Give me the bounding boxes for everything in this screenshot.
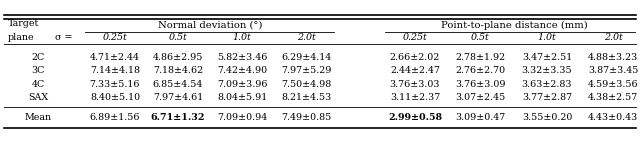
Text: 4.59±3.56: 4.59±3.56: [588, 80, 638, 88]
Text: 0.25t: 0.25t: [403, 34, 428, 43]
Text: 6.89±1.56: 6.89±1.56: [90, 112, 140, 121]
Text: plane: plane: [8, 32, 35, 41]
Text: 7.14±4.18: 7.14±4.18: [90, 66, 140, 75]
Text: 7.42±4.90: 7.42±4.90: [217, 66, 267, 75]
Text: 7.09±3.96: 7.09±3.96: [217, 80, 268, 88]
Text: 6.29±4.14: 6.29±4.14: [281, 52, 331, 62]
Text: 2.0t: 2.0t: [296, 34, 316, 43]
Text: 3.63±2.83: 3.63±2.83: [522, 80, 572, 88]
Text: 7.97±4.61: 7.97±4.61: [153, 93, 203, 102]
Text: 1.0t: 1.0t: [538, 34, 556, 43]
Text: 3.55±0.20: 3.55±0.20: [522, 112, 572, 121]
Text: 7.49±0.85: 7.49±0.85: [281, 112, 331, 121]
Text: 7.09±0.94: 7.09±0.94: [217, 112, 267, 121]
Text: 2.76±2.70: 2.76±2.70: [455, 66, 505, 75]
Text: 0.5t: 0.5t: [168, 34, 188, 43]
Text: 2.78±1.92: 2.78±1.92: [455, 52, 505, 62]
Text: Normal deviation (°): Normal deviation (°): [158, 21, 263, 30]
Text: 3.47±2.51: 3.47±2.51: [522, 52, 572, 62]
Text: 0.25t: 0.25t: [102, 34, 127, 43]
Text: 3.76±3.09: 3.76±3.09: [455, 80, 505, 88]
Text: 3.77±2.87: 3.77±2.87: [522, 93, 572, 102]
Text: 3.32±3.35: 3.32±3.35: [522, 66, 572, 75]
Text: 7.50±4.98: 7.50±4.98: [281, 80, 331, 88]
Text: 8.21±4.53: 8.21±4.53: [281, 93, 331, 102]
Text: 3C: 3C: [31, 66, 45, 75]
Text: 6.85±4.54: 6.85±4.54: [153, 80, 203, 88]
Text: 2.66±2.02: 2.66±2.02: [390, 52, 440, 62]
Text: SAX: SAX: [28, 93, 48, 102]
Text: 2.0t: 2.0t: [604, 34, 623, 43]
Text: Point-to-plane distance (mm): Point-to-plane distance (mm): [440, 21, 588, 30]
Text: Target: Target: [8, 19, 39, 28]
Text: 4.38±2.57: 4.38±2.57: [588, 93, 638, 102]
Text: 4.88±3.23: 4.88±3.23: [588, 52, 638, 62]
Text: 4.86±2.95: 4.86±2.95: [153, 52, 203, 62]
Text: 7.18±4.62: 7.18±4.62: [153, 66, 203, 75]
Text: 2.99±0.58: 2.99±0.58: [388, 112, 442, 121]
Text: 8.04±5.91: 8.04±5.91: [217, 93, 267, 102]
Text: 0.5t: 0.5t: [470, 34, 490, 43]
Text: 1.0t: 1.0t: [232, 34, 252, 43]
Text: 6.71±1.32: 6.71±1.32: [151, 112, 205, 121]
Text: 3.11±2.37: 3.11±2.37: [390, 93, 440, 102]
Text: 2C: 2C: [31, 52, 45, 62]
Text: 4.71±2.44: 4.71±2.44: [90, 52, 140, 62]
Text: 8.40±5.10: 8.40±5.10: [90, 93, 140, 102]
Text: 2.44±2.47: 2.44±2.47: [390, 66, 440, 75]
Text: 5.82±3.46: 5.82±3.46: [217, 52, 267, 62]
Text: Mean: Mean: [24, 112, 52, 121]
Text: 4.43±0.43: 4.43±0.43: [588, 112, 638, 121]
Text: 3.07±2.45: 3.07±2.45: [455, 93, 505, 102]
Text: σ =: σ =: [55, 32, 72, 41]
Text: 3.09±0.47: 3.09±0.47: [455, 112, 505, 121]
Text: 3.76±3.03: 3.76±3.03: [390, 80, 440, 88]
Text: 4C: 4C: [31, 80, 45, 88]
Text: 7.97±5.29: 7.97±5.29: [281, 66, 331, 75]
Text: 3.87±3.45: 3.87±3.45: [588, 66, 638, 75]
Text: 7.33±5.16: 7.33±5.16: [90, 80, 140, 88]
